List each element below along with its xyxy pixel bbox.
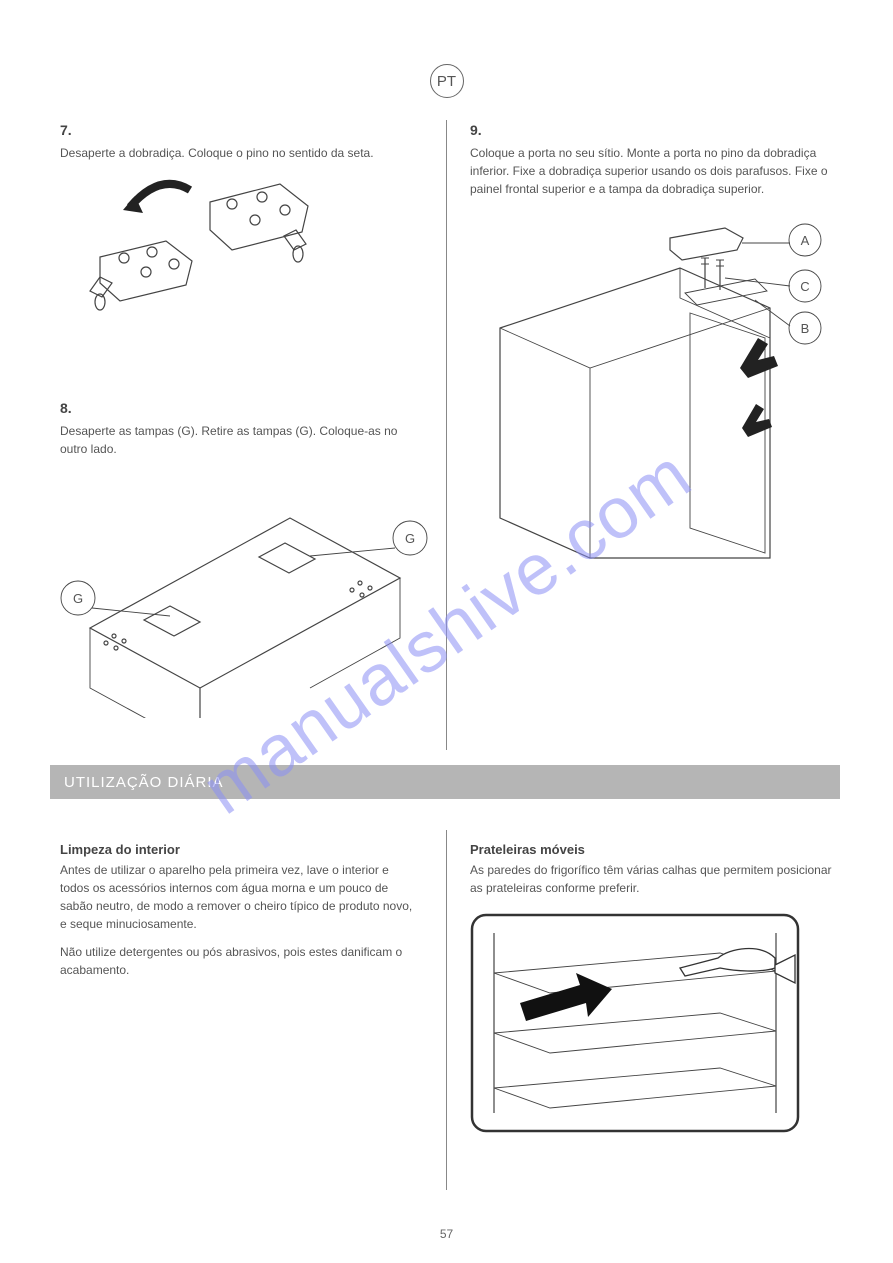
step-8-number: 8. <box>60 400 420 416</box>
cabinet-top-diagram: G G <box>60 458 430 718</box>
interior-cleaning-block: Limpeza do interior Antes de utilizar o … <box>60 830 420 979</box>
door-mount-diagram: A C B <box>470 198 830 578</box>
step-8-text: Desaperte as tampas (G). Retire as tampa… <box>60 422 420 458</box>
shelves-block: Prateleiras móveis As paredes do frigorí… <box>470 830 840 1138</box>
step-9-number: 9. <box>470 122 840 138</box>
callout-a: A <box>801 233 810 248</box>
step-7-text: Desaperte a dobradiça. Coloque o pino no… <box>60 144 420 162</box>
hinge-flip-diagram <box>60 162 340 332</box>
section-title: UTILIZAÇÃO DIÁRIA <box>64 774 224 791</box>
shelf-insert-diagram <box>470 913 800 1133</box>
section-title-bar: UTILIZAÇÃO DIÁRIA <box>50 765 840 799</box>
callout-b: B <box>801 321 810 336</box>
step-7-block: 7. Desaperte a dobradiça. Coloque o pino… <box>60 122 420 337</box>
step-9-block: 9. Coloque a porta no seu sítio. Monte a… <box>470 122 840 583</box>
step-7-number: 7. <box>60 122 420 138</box>
language-code: PT <box>437 73 456 90</box>
vertical-divider-top <box>446 120 447 750</box>
callout-c: C <box>800 279 809 294</box>
vertical-divider-bottom <box>446 830 447 1190</box>
callout-g-left: G <box>73 591 83 606</box>
page-number: 57 <box>440 1227 453 1241</box>
cleaning-text-1: Antes de utilizar o aparelho pela primei… <box>60 861 420 933</box>
cleaning-heading: Limpeza do interior <box>60 842 420 857</box>
step-8-block: 8. Desaperte as tampas (G). Retire as ta… <box>60 400 420 723</box>
step-9-text: Coloque a porta no seu sítio. Monte a po… <box>470 144 840 198</box>
callout-g-right: G <box>405 531 415 546</box>
shelves-text: As paredes do frigorífico têm várias cal… <box>470 861 840 897</box>
language-badge: PT <box>430 64 464 98</box>
shelves-heading: Prateleiras móveis <box>470 842 840 857</box>
cleaning-text-2: Não utilize detergentes ou pós abrasivos… <box>60 943 420 979</box>
